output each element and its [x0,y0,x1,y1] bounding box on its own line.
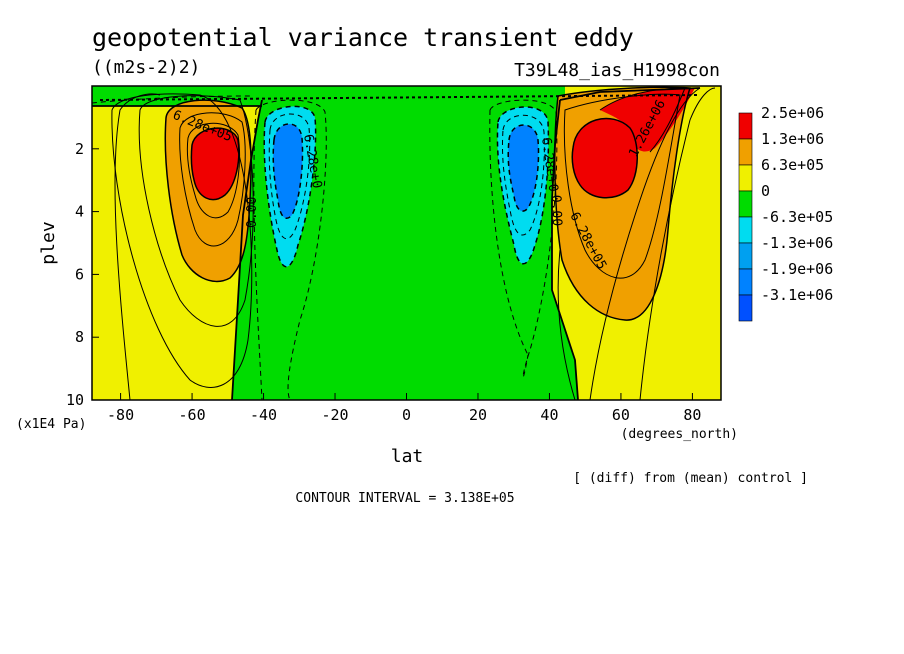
x-tick-label: -60 [179,406,206,424]
legend-swatch [738,242,753,270]
fill-green-center-top [258,86,565,106]
contour-label: 0.00 [548,195,564,227]
fill-blue-south [273,123,303,219]
fill-blue-north [508,125,539,212]
y-tick-label: 10 [66,391,84,409]
y-axis-label: plev [38,221,59,264]
x-axis: -80 -60 -40 -20 0 20 40 60 80 [107,393,701,424]
x-tick-label: -80 [107,406,134,424]
contour-interval: CONTOUR INTERVAL = 3.138E+05 [295,491,514,506]
x-tick-label: -40 [250,406,277,424]
x-tick-label: 80 [683,406,701,424]
legend-label: -3.1e+06 [761,286,833,304]
contours-zero [92,87,701,400]
x-tick-label: 60 [612,406,630,424]
legend-label: 1.3e+06 [761,130,824,148]
fill-red-south [191,128,239,200]
diff-note: [ (diff) from (mean) control ] [573,471,808,486]
color-legend: 2.5e+06 1.3e+06 6.3e+05 0 -6.3e+05 -1.3e+06 -1… [738,104,833,322]
legend-swatch [738,190,753,218]
legend-swatch [738,138,753,166]
x-axis-label: lat [391,446,424,467]
y-axis: 2 4 6 8 10 [66,140,99,409]
run-label: T39L48_ias_H1998con [514,60,720,81]
legend-label: -1.9e+06 [761,260,833,278]
x-tick-label: 0 [402,406,411,424]
x-tick-label: -20 [321,406,348,424]
chart-title: geopotential variance transient eddy [92,23,634,52]
legend-swatch [738,268,753,296]
y-tick-label: 8 [75,328,84,346]
legend-label: 2.5e+06 [761,104,824,122]
fill-green-center [232,100,578,400]
fill-red-north-upper [600,88,695,152]
y-tick-label: 2 [75,140,84,158]
fill-red-north [572,118,638,198]
legend-swatch [738,112,753,140]
legend-label: 6.3e+05 [761,156,824,174]
legend-label: -1.3e+06 [761,234,833,252]
contours-positive [111,86,716,400]
y-tick-label: 4 [75,203,84,221]
x-tick-label: 20 [469,406,487,424]
legend-label: 0 [761,182,770,200]
legend-label: -6.3e+05 [761,208,833,226]
legend-swatch [738,294,753,322]
legend-swatch [738,216,753,244]
y-units-label: (x1E4 Pa) [16,417,86,432]
contour-label: 0.00 [245,197,260,228]
legend-swatch [738,164,753,192]
plot-area: 6.28e+05 0.00 6.28e+0 6.28e+0 0.00 6.28e… [92,86,721,400]
y-tick-label: 6 [75,265,84,283]
x-tick-label: 40 [540,406,558,424]
x-units-label: (degrees_north) [621,427,738,442]
units-label: ((m2s-2)2) [92,57,200,78]
